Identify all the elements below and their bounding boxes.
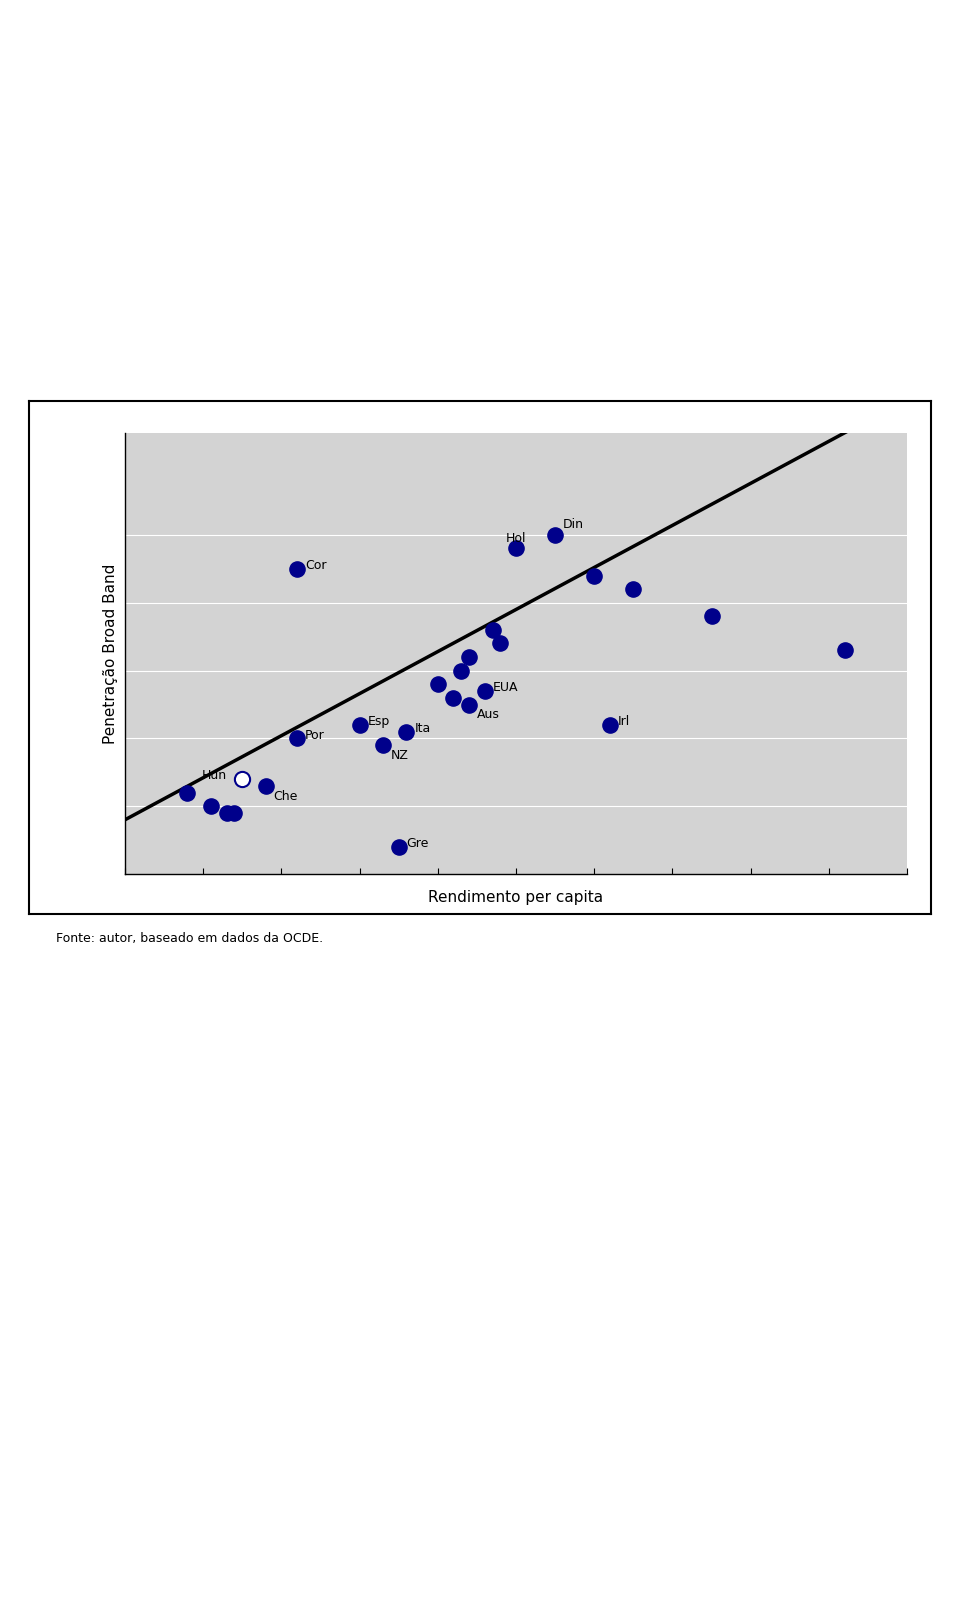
Point [351, 712, 367, 738]
Text: Fonte: autor, baseado em dados da OCDE.: Fonte: autor, baseado em dados da OCDE. [56, 932, 323, 945]
Text: NZ: NZ [391, 749, 409, 762]
X-axis label: Rendimento per capita: Rendimento per capita [428, 890, 604, 905]
Point [477, 678, 492, 704]
Point [587, 563, 602, 589]
Point [626, 576, 641, 602]
Point [227, 800, 242, 826]
Point [492, 630, 508, 656]
Point [462, 691, 477, 717]
Text: Din: Din [563, 518, 584, 531]
Point [375, 733, 391, 759]
Point [453, 658, 468, 683]
Point [430, 672, 445, 698]
Text: Irl: Irl [617, 715, 630, 728]
Text: Che: Che [274, 789, 298, 802]
Text: Gre: Gre [406, 837, 429, 850]
Text: Ita: Ita [415, 722, 430, 735]
Point [398, 719, 414, 744]
Text: Esp: Esp [368, 715, 390, 728]
Point [289, 557, 304, 582]
Text: Hun: Hun [202, 770, 227, 783]
Point [547, 521, 563, 547]
Point [509, 536, 524, 561]
Point [180, 780, 195, 805]
Text: Aus: Aus [477, 709, 500, 722]
Text: Cor: Cor [304, 558, 326, 573]
Point [462, 645, 477, 670]
Text: EUA: EUA [492, 682, 518, 695]
Y-axis label: Penetração Broad Band: Penetração Broad Band [103, 563, 118, 744]
Point [485, 618, 500, 643]
Point [602, 712, 617, 738]
Point [837, 637, 852, 662]
Text: Por: Por [304, 728, 324, 741]
Point [204, 794, 219, 820]
Text: Hol: Hol [506, 533, 526, 545]
Point [391, 834, 406, 860]
Point [258, 773, 274, 799]
Point [289, 725, 304, 751]
Point [234, 767, 250, 792]
Point [704, 603, 719, 629]
Text: Figura 4: Relação entre taxas de penetração Banda Larga e rendimento per capita,: Figura 4: Relação entre taxas de penetra… [73, 457, 887, 489]
Point [219, 800, 234, 826]
Point [445, 685, 461, 711]
